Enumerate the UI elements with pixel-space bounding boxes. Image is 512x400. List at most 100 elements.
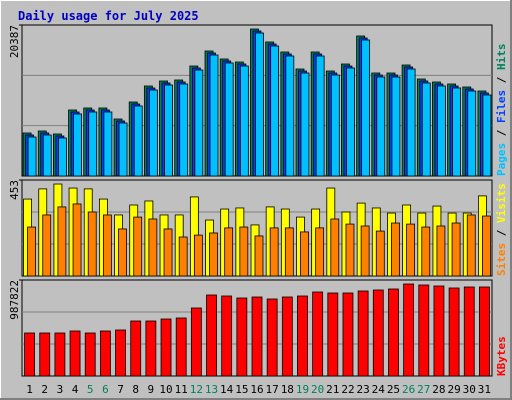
- bar: [451, 222, 461, 277]
- bar: [115, 329, 126, 377]
- x-tick-label: 13: [205, 383, 218, 396]
- bar: [69, 330, 81, 377]
- bar: [239, 226, 249, 277]
- bar: [209, 54, 219, 177]
- x-tick-label: 12: [190, 383, 203, 396]
- bar: [269, 227, 279, 277]
- bar: [436, 225, 446, 277]
- bar: [118, 228, 127, 277]
- bar: [448, 287, 460, 377]
- x-tick-label: 9: [148, 383, 155, 396]
- x-tick-label: 10: [159, 383, 172, 396]
- bar: [266, 298, 278, 377]
- bar: [376, 76, 386, 177]
- x-tick-label: 27: [417, 383, 430, 396]
- x-tick-label: 18: [281, 383, 294, 396]
- legend: Pages / Files / Hits: [495, 44, 508, 177]
- bar: [133, 216, 143, 277]
- x-tick-label: 5: [87, 383, 94, 396]
- bar: [403, 283, 415, 377]
- bar: [285, 55, 295, 177]
- x-tick-label: 24: [372, 383, 386, 396]
- bar: [99, 330, 111, 377]
- y-tick-label: 453: [8, 180, 21, 200]
- legend-separator: /: [495, 123, 508, 143]
- bar: [164, 84, 173, 177]
- bar: [360, 225, 370, 277]
- bar: [346, 67, 355, 177]
- x-tick-label: 7: [117, 383, 124, 396]
- bar: [330, 218, 340, 277]
- x-tick-label: 4: [72, 383, 79, 396]
- bar: [315, 55, 325, 177]
- legend-separator: /: [495, 70, 508, 90]
- bar: [255, 32, 264, 177]
- x-tick-label: 3: [57, 383, 64, 396]
- bar: [27, 226, 36, 277]
- legend-entry: Visits: [495, 183, 508, 223]
- bar: [463, 286, 475, 377]
- bar: [209, 232, 218, 277]
- legend-entry: Sites: [495, 243, 508, 276]
- x-tick-label: 11: [175, 383, 188, 396]
- bar: [251, 296, 263, 377]
- bar: [391, 76, 401, 177]
- bar: [482, 94, 492, 177]
- bar: [372, 289, 384, 377]
- bar: [130, 320, 142, 377]
- bar: [479, 286, 490, 377]
- bar: [284, 227, 294, 277]
- bar: [42, 214, 52, 277]
- x-tick-label: 23: [357, 383, 370, 396]
- bar: [391, 222, 400, 277]
- x-tick-label: 31: [478, 383, 491, 396]
- bar: [406, 68, 416, 177]
- bar: [452, 87, 461, 177]
- bar: [87, 211, 97, 277]
- bar: [102, 214, 112, 277]
- bar: [224, 227, 234, 277]
- legend-entry: Hits: [495, 44, 508, 71]
- x-tick-label: 19: [296, 383, 309, 396]
- bar: [148, 218, 158, 277]
- x-tick-label: 6: [102, 383, 109, 396]
- bar: [148, 89, 158, 177]
- bar: [190, 307, 202, 377]
- bar: [239, 65, 249, 177]
- x-tick-label: 29: [447, 383, 460, 396]
- bar: [466, 214, 476, 277]
- bar: [133, 105, 143, 177]
- bar: [39, 332, 51, 377]
- y-tick-label: 20387: [8, 25, 21, 58]
- legend-entry: Pages: [495, 143, 508, 176]
- bar: [254, 235, 264, 277]
- bar: [160, 318, 172, 377]
- bar: [73, 113, 82, 177]
- bar: [103, 111, 113, 177]
- bar: [206, 294, 217, 377]
- bar: [297, 295, 308, 377]
- bar: [178, 236, 188, 277]
- bar: [54, 332, 66, 377]
- bar: [58, 137, 67, 177]
- bar: [433, 285, 445, 377]
- x-tick-label: 14: [220, 383, 234, 396]
- bar: [118, 122, 128, 177]
- bar: [193, 234, 203, 277]
- x-tick-label: 16: [250, 383, 263, 396]
- chart-title: Daily usage for July 2025: [18, 9, 199, 23]
- bar: [145, 320, 157, 377]
- y-tick-label: 987822: [8, 280, 21, 320]
- x-tick-label: 21: [326, 383, 339, 396]
- legend-entry: Files: [495, 90, 508, 123]
- x-tick-label: 17: [266, 383, 279, 396]
- x-tick-label: 30: [463, 383, 476, 396]
- bar: [357, 290, 369, 377]
- bar: [388, 288, 399, 377]
- x-tick-label: 2: [41, 383, 48, 396]
- bar: [163, 228, 173, 277]
- bar: [482, 215, 491, 277]
- bar: [72, 203, 82, 277]
- bar: [270, 45, 280, 177]
